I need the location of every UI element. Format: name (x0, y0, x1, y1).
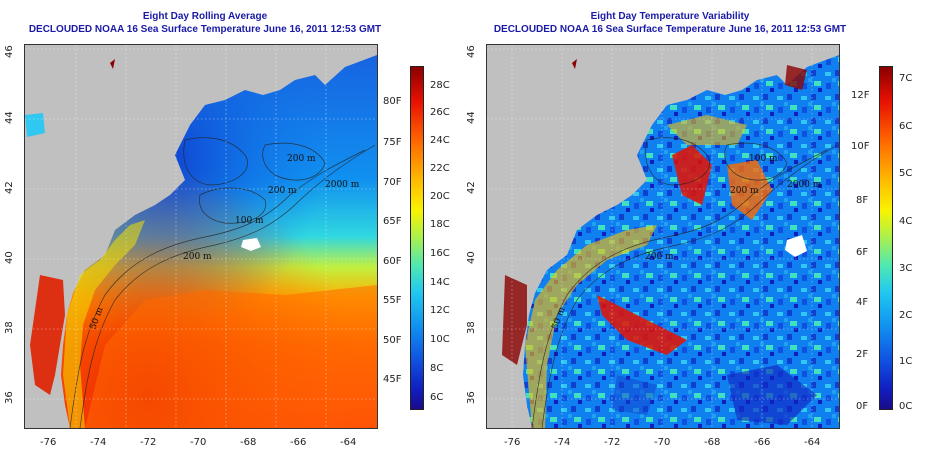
celsius-label: 6C (899, 121, 913, 132)
sst-variability-map: 100 m 200 m 2000 m 200 m 50 m (486, 44, 840, 429)
fahrenheit-label: 10F (851, 141, 870, 152)
lon-tick-label: -72 (140, 437, 157, 448)
lat-tick-label: 44 (4, 111, 15, 124)
fahrenheit-label: 8F (856, 195, 869, 206)
bathymetry-contours (69, 137, 376, 428)
fahrenheit-label: 2F (856, 349, 869, 360)
fahrenheit-label: 60F (383, 256, 402, 267)
lon-tick-label: -64 (804, 437, 821, 448)
sst-variability-field: 100 m 200 m 2000 m 200 m 50 m (487, 45, 839, 428)
fahrenheit-label: 70F (383, 177, 402, 188)
fahrenheit-label: 4F (856, 297, 869, 308)
lat-tick-label: 36 (4, 391, 15, 404)
celsius-label: 10C (430, 334, 450, 345)
lat-tick-label: 36 (466, 391, 477, 404)
sst-average-panel: Eight Day Rolling Average DECLOUDED NOAA… (4, 10, 450, 448)
lon-tick-label: -68 (240, 437, 257, 448)
lat-tick-label: 42 (4, 181, 15, 194)
contour-label: 100 m (235, 216, 264, 226)
celsius-label: 6C (430, 392, 444, 403)
graticule (25, 45, 377, 428)
temperature-colorbar (410, 66, 424, 410)
celsius-label: 18C (430, 219, 450, 230)
fahrenheit-label: 12F (851, 90, 870, 101)
celsius-label: 4C (899, 216, 913, 227)
lon-tick-label: -70 (654, 437, 671, 448)
celsius-label: 16C (430, 248, 450, 259)
lon-tick-label: -70 (190, 437, 207, 448)
fahrenheit-label: 45F (383, 374, 402, 385)
contour-label: 100 m (749, 154, 778, 164)
lon-tick-label: -66 (290, 437, 307, 448)
lon-tick-label: -76 (40, 437, 57, 448)
contour-label: 200 m (268, 186, 297, 196)
fahrenheit-label: 50F (383, 335, 402, 346)
celsius-label: 12C (430, 305, 450, 316)
lon-tick-label: -64 (340, 437, 357, 448)
celsius-label: 24C (430, 135, 450, 146)
fahrenheit-label: 55F (383, 295, 402, 306)
lat-tick-label: 42 (466, 181, 477, 194)
celsius-label: 22C (430, 163, 450, 174)
fahrenheit-label: 75F (383, 137, 402, 148)
lat-tick-label: 46 (466, 45, 477, 58)
graticule (487, 45, 839, 428)
celsius-label: 14C (430, 277, 450, 288)
land-mass (487, 45, 839, 428)
sst-average-map: 200 m 2000 m 100 m 200 m 200 m 50 m (24, 44, 378, 429)
celsius-label: 20C (430, 191, 450, 202)
lon-tick-label: -68 (704, 437, 721, 448)
celsius-label: 0C (899, 401, 913, 412)
lon-tick-label: -74 (90, 437, 107, 448)
lat-tick-label: 38 (4, 321, 15, 334)
lat-tick-label: 40 (466, 251, 477, 264)
sst-average-field: 200 m 2000 m 100 m 200 m 200 m 50 m (25, 45, 377, 428)
fahrenheit-label: 6F (856, 247, 869, 258)
lon-tick-label: -72 (604, 437, 621, 448)
panel-title: Eight Day Temperature Variability DECLOU… (470, 10, 870, 36)
celsius-label: 8C (430, 363, 444, 374)
fahrenheit-label: 65F (383, 216, 402, 227)
contour-label: 200 m (183, 252, 212, 262)
sst-variability-panel: Eight Day Temperature Variability DECLOU… (466, 0, 945, 475)
contour-label: 200 m (645, 252, 674, 262)
contour-label: 200 m (287, 154, 316, 164)
bathymetry-contours (531, 137, 838, 428)
panel-title: Eight Day Rolling Average DECLOUDED NOAA… (5, 10, 405, 36)
celsius-label: 2C (899, 310, 913, 321)
celsius-label: 28C (430, 80, 450, 91)
contour-label: 2000 m (787, 180, 822, 190)
lon-tick-label: -76 (504, 437, 521, 448)
fahrenheit-label: 80F (383, 96, 402, 107)
contour-label: 2000 m (325, 180, 360, 190)
lon-tick-label: -74 (554, 437, 571, 448)
celsius-label: 26C (430, 107, 450, 118)
lat-tick-label: 40 (4, 251, 15, 264)
title-line-1: Eight Day Rolling Average (142, 11, 268, 22)
fahrenheit-label: 0F (856, 401, 869, 412)
lat-tick-label: 44 (466, 111, 477, 124)
title-line-2: DECLOUDED NOAA 16 Sea Surface Temperatur… (28, 24, 382, 35)
lat-tick-label: 46 (4, 45, 15, 58)
lat-tick-label: 38 (466, 321, 477, 334)
celsius-label: 3C (899, 263, 913, 274)
celsius-label: 1C (899, 356, 913, 367)
title-line-2: DECLOUDED NOAA 16 Sea Surface Temperatur… (493, 24, 847, 35)
lon-tick-label: -66 (754, 437, 771, 448)
variability-colorbar (879, 66, 893, 410)
title-line-1: Eight Day Temperature Variability (590, 11, 750, 22)
celsius-label: 7C (899, 73, 913, 84)
contour-label: 200 m (730, 186, 759, 196)
celsius-label: 5C (899, 168, 913, 179)
land-mass (25, 45, 377, 428)
